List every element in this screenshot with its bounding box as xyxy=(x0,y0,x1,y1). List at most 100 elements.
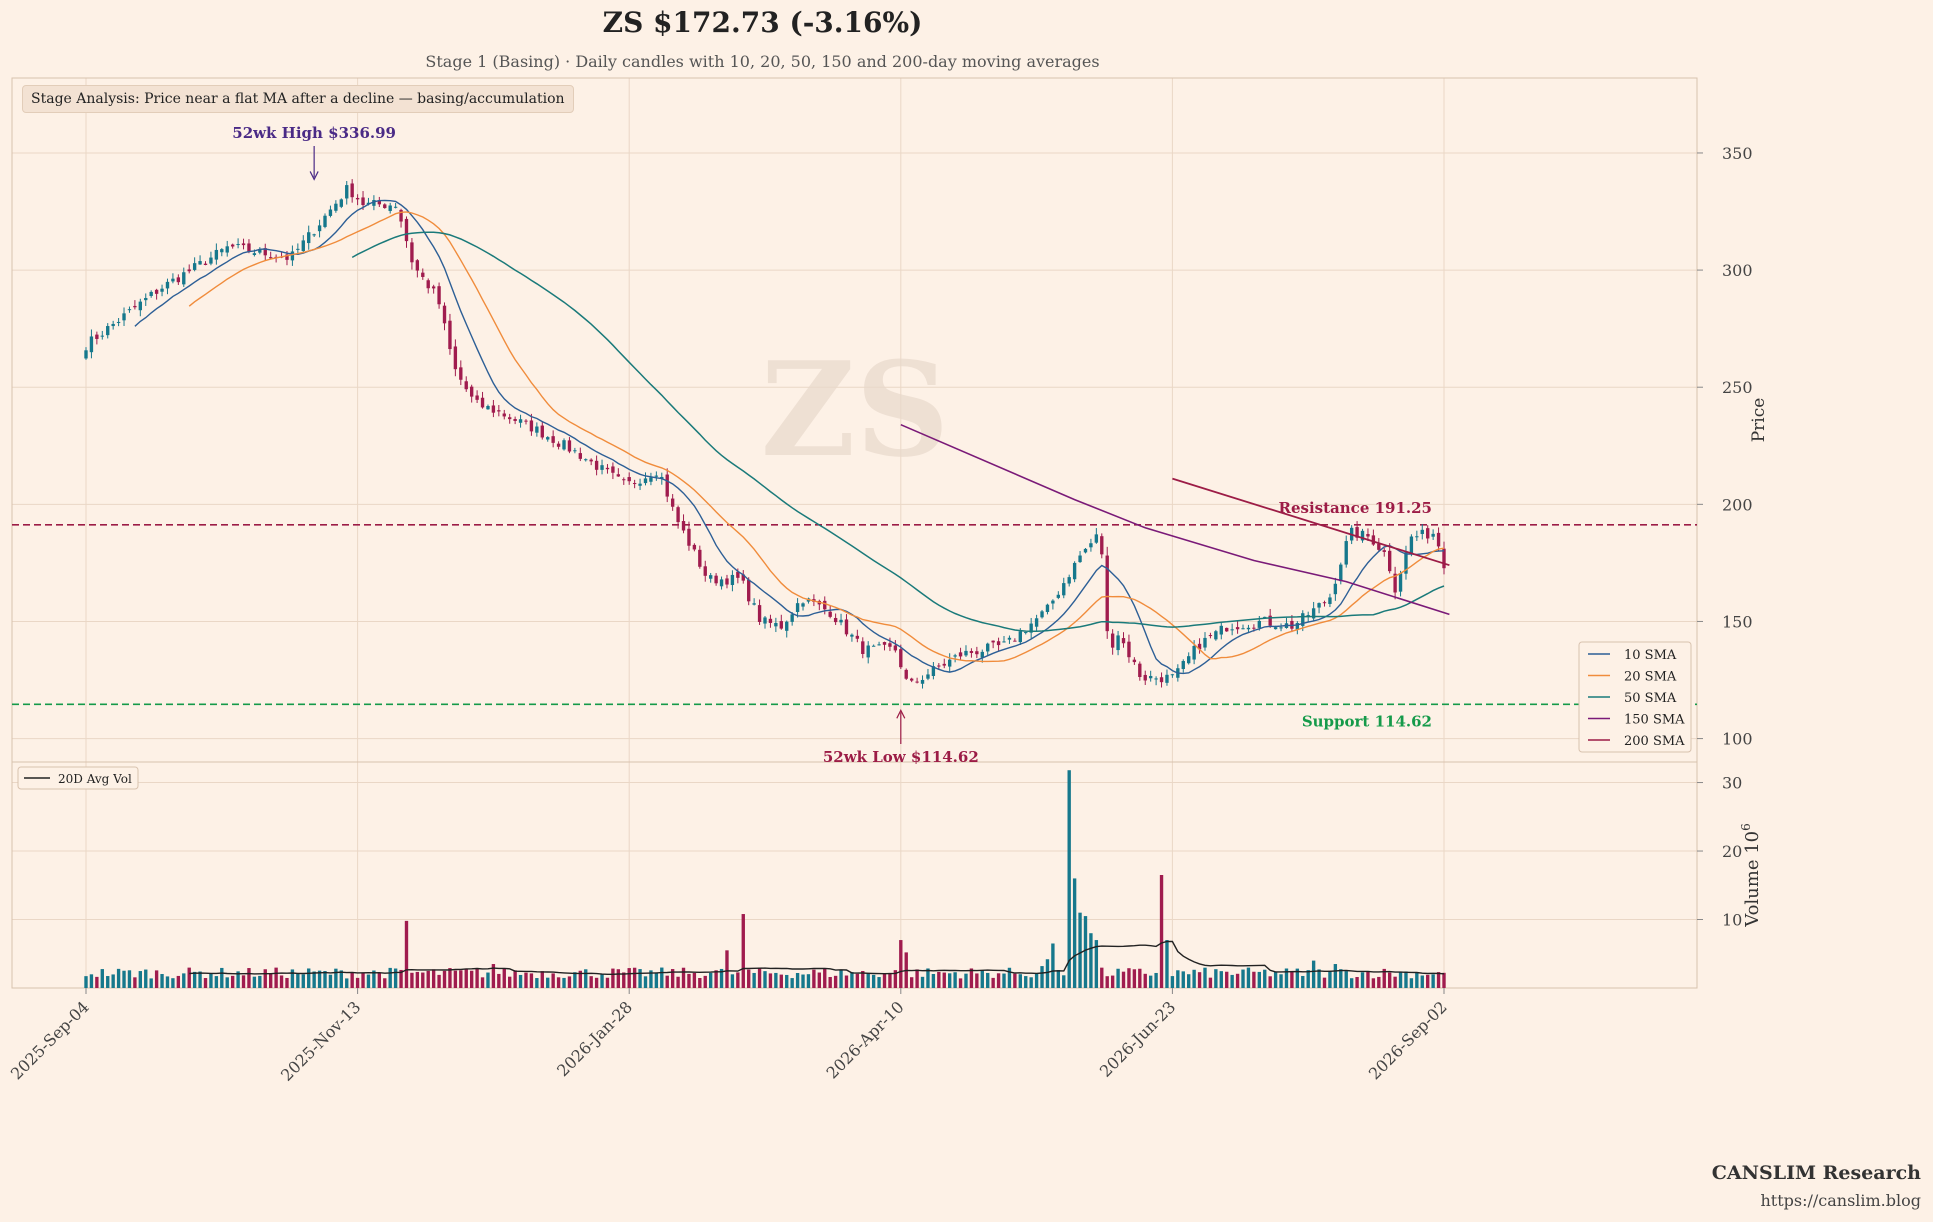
candle-body xyxy=(975,651,979,655)
volume-bar xyxy=(1393,976,1397,988)
candle-body xyxy=(670,498,675,507)
volume-bar xyxy=(383,978,387,988)
candle-body xyxy=(1187,656,1191,664)
volume-bar xyxy=(203,978,208,988)
candle-body xyxy=(426,280,430,289)
volume-bar xyxy=(1404,971,1408,988)
candle-body xyxy=(681,521,686,531)
candle-body xyxy=(1110,633,1115,648)
candle-body xyxy=(1301,613,1305,626)
candle-body xyxy=(899,649,903,668)
volume-bar xyxy=(1252,971,1256,988)
volume-bar xyxy=(426,970,430,988)
volume-bar xyxy=(540,971,544,988)
candle-body xyxy=(589,459,593,462)
volume-bar xyxy=(1284,968,1289,988)
volume-bars xyxy=(84,770,1446,988)
volume-bar xyxy=(1257,971,1261,988)
volume-bar xyxy=(1382,968,1386,988)
x-tick-label: 2025-Nov-13 xyxy=(277,997,364,1084)
volume-bar xyxy=(187,967,191,988)
volume-bar xyxy=(785,974,789,988)
volume-bar xyxy=(480,977,485,988)
volume-bar xyxy=(1290,970,1294,988)
candle-body xyxy=(1029,623,1033,633)
sma50-line xyxy=(351,231,1445,632)
volume-bar xyxy=(1197,972,1202,988)
candle-body xyxy=(654,475,659,477)
volume-legend-box xyxy=(17,766,139,790)
candle-body xyxy=(622,479,626,481)
volume-bar xyxy=(681,967,686,988)
volume-bar xyxy=(757,967,762,988)
candle-body xyxy=(1083,548,1088,553)
volume-bar xyxy=(1007,967,1012,988)
sma-legend: 10 SMA 20 SMA 50 SMA 150 SMA 200 SMA xyxy=(1578,641,1692,753)
volume-bar xyxy=(562,977,566,988)
candle-body xyxy=(1165,674,1169,683)
volume-bar xyxy=(176,975,181,988)
volume-bar xyxy=(95,976,99,988)
volume-bar xyxy=(133,977,137,988)
candle-body xyxy=(844,619,849,635)
volume-bar xyxy=(882,974,887,988)
candle-body xyxy=(296,248,300,250)
brand-url[interactable]: https://canslim.blog xyxy=(1760,1191,1921,1210)
candle-body xyxy=(366,202,371,205)
volume-bar xyxy=(828,977,832,988)
volume-bar xyxy=(1024,976,1028,988)
volume-bar xyxy=(388,967,392,988)
candle-body xyxy=(823,600,827,610)
candle-body xyxy=(687,528,691,546)
volume-bar xyxy=(768,973,773,988)
brand-name: CANSLIM Research xyxy=(1711,1162,1921,1184)
volume-bar xyxy=(230,975,235,988)
candle-body xyxy=(410,242,414,263)
candle-body xyxy=(573,450,577,452)
volume-bar xyxy=(247,968,251,988)
candle-body xyxy=(431,286,436,289)
candle-body xyxy=(350,183,354,198)
candle-body xyxy=(1257,620,1261,628)
volume-bar xyxy=(1279,974,1283,988)
volume-bar xyxy=(665,975,669,988)
candle-body xyxy=(1132,659,1137,663)
candle-body xyxy=(1317,603,1321,608)
volume-bar xyxy=(1138,968,1142,988)
volume-bar xyxy=(431,969,436,988)
volume-bar xyxy=(926,968,930,988)
volume-bar xyxy=(421,972,425,988)
volume-bar xyxy=(1187,974,1191,988)
volume-bar xyxy=(1045,959,1050,988)
candle-body xyxy=(757,605,762,622)
candle-body xyxy=(790,614,794,622)
candle-body xyxy=(1067,577,1071,584)
candle-body xyxy=(475,395,479,400)
x-tick-label: 2026-Apr-10 xyxy=(823,997,908,1082)
sma10-line xyxy=(134,199,1445,675)
price-tick-label: 100 xyxy=(1722,730,1753,749)
volume-bar xyxy=(725,950,729,988)
candle-body xyxy=(752,603,756,605)
candle-body xyxy=(111,323,115,327)
volume-bar xyxy=(1268,976,1272,988)
volume-axis-exponent: 6 xyxy=(1739,823,1753,831)
candle-body xyxy=(1094,534,1099,543)
candle-body xyxy=(1235,627,1240,630)
volume-bar xyxy=(1214,969,1218,988)
candle-body xyxy=(643,478,648,484)
candle-body xyxy=(1148,675,1153,679)
volume-bar xyxy=(220,967,224,988)
volume-bar xyxy=(1426,974,1430,988)
volume-bar xyxy=(334,968,338,988)
candle-body xyxy=(171,278,175,282)
volume-bar xyxy=(1322,977,1327,988)
candle-body xyxy=(1062,583,1066,596)
candle-body xyxy=(491,405,496,413)
volume-bar xyxy=(486,972,490,988)
candle-body xyxy=(703,566,707,576)
volume-bar xyxy=(469,970,474,988)
price-tick-label: 150 xyxy=(1722,612,1753,631)
candle-body xyxy=(562,440,566,450)
candle-body xyxy=(1252,627,1256,629)
